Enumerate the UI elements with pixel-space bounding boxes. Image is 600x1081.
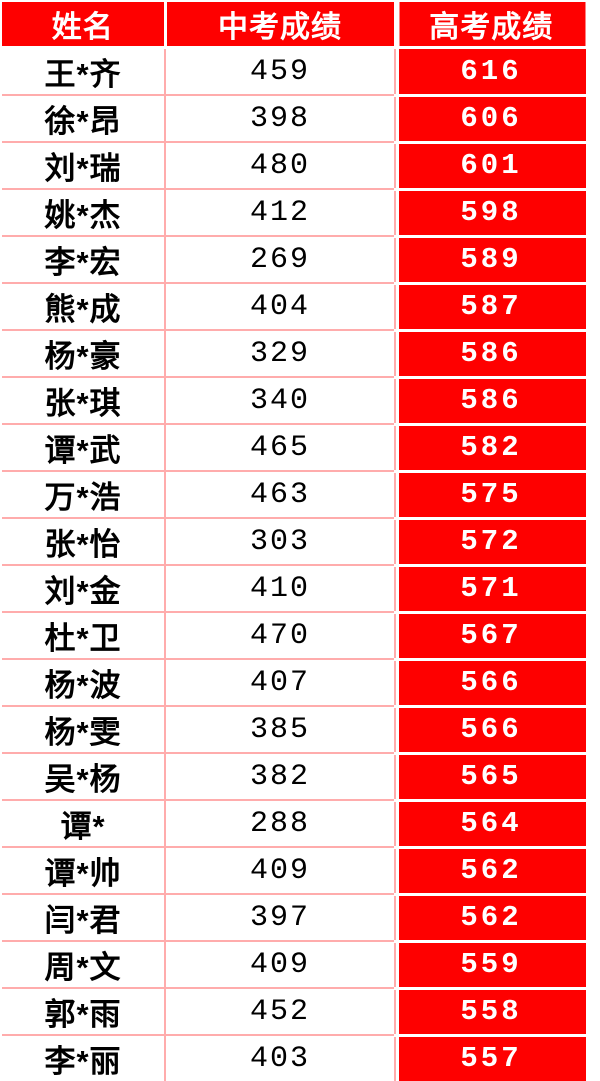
cell-student-name[interactable]: 刘*金 [2, 565, 166, 613]
cell-student-name[interactable]: 张*琪 [2, 377, 166, 425]
header-cell-zhongkao[interactable]: 中考成绩 [165, 2, 397, 49]
table-row: 谭*帅 409 562 [2, 847, 586, 896]
table-body: 王*齐 459 616 徐*昂 398 606 刘*瑞 480 601 姚*杰 … [2, 47, 586, 1081]
cell-zhongkao-score[interactable]: 409 [165, 847, 396, 895]
cell-zhongkao-score[interactable]: 385 [165, 706, 396, 754]
cell-gaokao-score[interactable]: 559 [395, 941, 586, 990]
table-row: 吴*杨 382 565 [2, 753, 586, 802]
cell-gaokao-score[interactable]: 586 [395, 330, 586, 379]
cell-student-name[interactable]: 李*丽 [2, 1035, 166, 1081]
cell-zhongkao-score[interactable]: 412 [165, 189, 396, 237]
header-cell-name[interactable]: 姓名 [2, 2, 167, 49]
cell-gaokao-score[interactable]: 566 [395, 659, 586, 708]
table-row: 杨*豪 329 586 [2, 330, 586, 379]
cell-student-name[interactable]: 闫*君 [2, 894, 166, 942]
cell-zhongkao-score[interactable]: 340 [165, 377, 396, 425]
cell-student-name[interactable]: 杨*波 [2, 659, 166, 707]
cell-student-name[interactable]: 杜*卫 [2, 612, 166, 660]
table-row: 谭* 288 564 [2, 800, 586, 849]
cell-student-name[interactable]: 杨*豪 [2, 330, 166, 378]
cell-gaokao-score[interactable]: 587 [395, 283, 586, 332]
cell-zhongkao-score[interactable]: 452 [165, 988, 396, 1036]
table-row: 杨*波 407 566 [2, 659, 586, 708]
cell-gaokao-score[interactable]: 557 [395, 1035, 586, 1081]
cell-student-name[interactable]: 万*浩 [2, 471, 166, 519]
cell-zhongkao-score[interactable]: 397 [165, 894, 396, 942]
cell-gaokao-score[interactable]: 562 [395, 847, 586, 896]
cell-gaokao-score[interactable]: 601 [395, 142, 586, 191]
table-row: 张*琪 340 586 [2, 377, 586, 426]
table-row: 杜*卫 470 567 [2, 612, 586, 661]
table-row: 李*宏 269 589 [2, 236, 586, 285]
cell-zhongkao-score[interactable]: 329 [165, 330, 396, 378]
cell-student-name[interactable]: 熊*成 [2, 283, 166, 331]
cell-zhongkao-score[interactable]: 409 [165, 941, 396, 989]
table-row: 郭*雨 452 558 [2, 988, 586, 1037]
cell-gaokao-score[interactable]: 571 [395, 565, 586, 614]
cell-gaokao-score[interactable]: 589 [395, 236, 586, 285]
header-row: 姓名 中考成绩 高考成绩 [2, 2, 586, 49]
table-row: 杨*雯 385 566 [2, 706, 586, 755]
cell-student-name[interactable]: 郭*雨 [2, 988, 166, 1036]
cell-gaokao-score[interactable]: 558 [395, 988, 586, 1037]
table-header: 姓名 中考成绩 高考成绩 [2, 2, 586, 49]
cell-gaokao-score[interactable]: 565 [395, 753, 586, 802]
cell-zhongkao-score[interactable]: 382 [165, 753, 396, 801]
cell-gaokao-score[interactable]: 616 [395, 47, 586, 97]
cell-student-name[interactable]: 张*怡 [2, 518, 166, 566]
table-row: 刘*金 410 571 [2, 565, 586, 614]
cell-zhongkao-score[interactable]: 459 [165, 47, 396, 96]
cell-gaokao-score[interactable]: 598 [395, 189, 586, 238]
table-row: 张*怡 303 572 [2, 518, 586, 567]
cell-student-name[interactable]: 吴*杨 [2, 753, 166, 801]
table-row: 姚*杰 412 598 [2, 189, 586, 238]
table-row: 王*齐 459 616 [2, 47, 586, 97]
header-cell-gaokao[interactable]: 高考成绩 [395, 2, 586, 49]
table-row: 谭*武 465 582 [2, 424, 586, 473]
cell-zhongkao-score[interactable]: 480 [165, 142, 396, 190]
cell-student-name[interactable]: 杨*雯 [2, 706, 166, 754]
cell-zhongkao-score[interactable]: 410 [165, 565, 396, 613]
cell-student-name[interactable]: 王*齐 [2, 47, 166, 96]
table-row: 熊*成 404 587 [2, 283, 586, 332]
score-table: 姓名 中考成绩 高考成绩 王*齐 459 616 徐*昂 398 606 刘*瑞… [2, 2, 586, 1081]
cell-gaokao-score[interactable]: 572 [395, 518, 586, 567]
cell-zhongkao-score[interactable]: 303 [165, 518, 396, 566]
cell-gaokao-score[interactable]: 575 [395, 471, 586, 520]
cell-zhongkao-score[interactable]: 463 [165, 471, 396, 519]
cell-student-name[interactable]: 徐*昂 [2, 95, 166, 143]
cell-zhongkao-score[interactable]: 398 [165, 95, 396, 143]
cell-zhongkao-score[interactable]: 403 [165, 1035, 396, 1081]
cell-zhongkao-score[interactable]: 404 [165, 283, 396, 331]
table-row: 闫*君 397 562 [2, 894, 586, 943]
cell-student-name[interactable]: 谭*帅 [2, 847, 166, 895]
cell-gaokao-score[interactable]: 582 [395, 424, 586, 473]
cell-student-name[interactable]: 谭*武 [2, 424, 166, 472]
table-row: 刘*瑞 480 601 [2, 142, 586, 191]
cell-student-name[interactable]: 刘*瑞 [2, 142, 166, 190]
cell-zhongkao-score[interactable]: 269 [165, 236, 396, 284]
cell-zhongkao-score[interactable]: 407 [165, 659, 396, 707]
cell-student-name[interactable]: 周*文 [2, 941, 166, 989]
cell-student-name[interactable]: 姚*杰 [2, 189, 166, 237]
cell-gaokao-score[interactable]: 562 [395, 894, 586, 943]
cell-student-name[interactable]: 李*宏 [2, 236, 166, 284]
table-row: 周*文 409 559 [2, 941, 586, 990]
table-row: 李*丽 403 557 [2, 1035, 586, 1081]
cell-zhongkao-score[interactable]: 465 [165, 424, 396, 472]
table-row: 徐*昂 398 606 [2, 95, 586, 144]
cell-gaokao-score[interactable]: 586 [395, 377, 586, 426]
cell-gaokao-score[interactable]: 566 [395, 706, 586, 755]
cell-gaokao-score[interactable]: 564 [395, 800, 586, 849]
cell-gaokao-score[interactable]: 606 [395, 95, 586, 144]
table-row: 万*浩 463 575 [2, 471, 586, 520]
cell-student-name[interactable]: 谭* [2, 800, 166, 848]
cell-zhongkao-score[interactable]: 288 [165, 800, 396, 848]
cell-gaokao-score[interactable]: 567 [395, 612, 586, 661]
cell-zhongkao-score[interactable]: 470 [165, 612, 396, 660]
